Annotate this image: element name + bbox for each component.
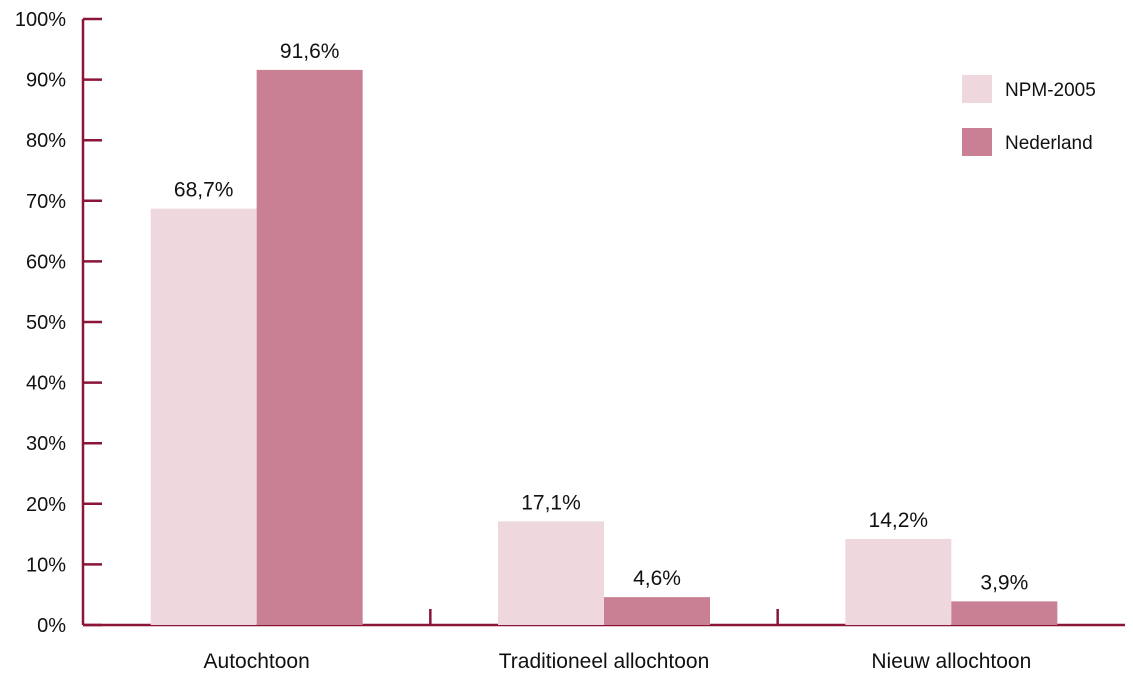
legend: NPM-2005 Nederland — [962, 75, 1096, 156]
legend-swatch — [962, 128, 992, 156]
data-label: 17,1% — [521, 491, 581, 514]
bars — [150, 69, 1058, 626]
x-axis-labels: Autochtoon Traditioneel allochtoon Nieuw a… — [204, 650, 1032, 673]
y-axis-labels: 0% 10% 20% 30% 40% 50% 60% 70% 80% 90% 100% — [15, 9, 66, 637]
y-tick-label: 40% — [26, 373, 66, 395]
data-labels: 68,7% 91,6% 17,1% 4,6% 14,2% 3,9% — [174, 40, 1028, 594]
y-tick-label: 30% — [26, 433, 66, 455]
data-label: 3,9% — [980, 571, 1028, 594]
x-category-label: Nieuw allochtoon — [871, 650, 1031, 673]
y-tick-label: 100% — [15, 9, 66, 31]
legend-label: NPM-2005 — [1005, 80, 1096, 101]
data-label: 68,7% — [174, 179, 234, 202]
x-category-label: Traditioneel allochtoon — [499, 650, 710, 673]
bar-nederland — [256, 69, 363, 626]
data-label: 91,6% — [280, 40, 340, 63]
bar-npm-2005 — [845, 538, 952, 625]
y-tick-label: 10% — [26, 554, 66, 576]
legend-label: Nederland — [1005, 133, 1093, 154]
x-category-label: Autochtoon — [204, 650, 310, 673]
y-tick-label: 20% — [26, 494, 66, 516]
data-label: 4,6% — [633, 567, 681, 590]
y-tick-label: 60% — [26, 251, 66, 273]
legend-swatch — [962, 75, 992, 103]
bar-npm-2005 — [150, 208, 257, 626]
y-tick-label: 70% — [26, 191, 66, 213]
bar-nederland — [951, 601, 1058, 625]
y-tick-label: 90% — [26, 70, 66, 92]
bar-npm-2005 — [498, 521, 604, 625]
data-label: 14,2% — [869, 509, 929, 532]
bar-nederland — [604, 597, 710, 625]
y-tick-label: 80% — [26, 130, 66, 152]
y-tick-label: 0% — [37, 615, 66, 637]
y-tick-label: 50% — [26, 312, 66, 334]
